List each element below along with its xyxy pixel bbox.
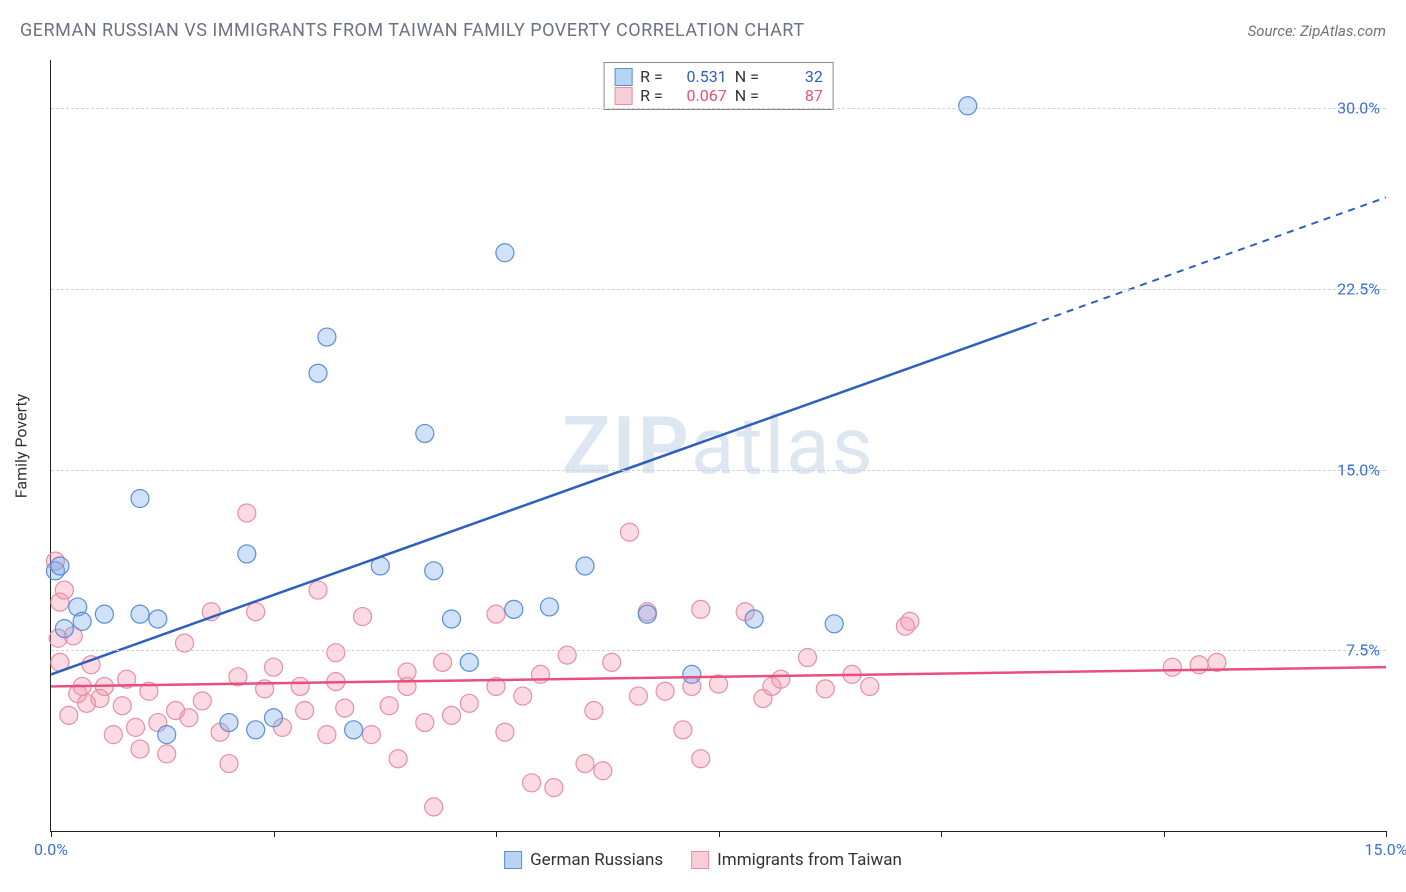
n-label: N = xyxy=(735,67,759,86)
legend-item-0: German Russians xyxy=(504,850,663,870)
legend-swatch-0 xyxy=(614,68,632,86)
x-tick-label: 0.0% xyxy=(34,840,68,859)
legend-item-swatch-1 xyxy=(691,851,709,869)
chart-title: GERMAN RUSSIAN VS IMMIGRANTS FROM TAIWAN… xyxy=(20,20,804,41)
source-attribution: Source: ZipAtlas.com xyxy=(1248,22,1386,40)
legend-swatch-1 xyxy=(614,87,632,105)
stats-row-1: R = 0.067 N = 87 xyxy=(614,86,823,105)
legend-item-label-1: Immigrants from Taiwan xyxy=(717,850,902,870)
plot-area: Family Poverty ZIPatlas R = 0.531 N = 32… xyxy=(50,60,1386,832)
plot-svg xyxy=(51,60,1386,831)
y-tick-label: 22.5% xyxy=(1337,279,1380,298)
title-row: GERMAN RUSSIAN VS IMMIGRANTS FROM TAIWAN… xyxy=(20,20,1386,41)
y-tick-label: 15.0% xyxy=(1337,460,1380,479)
y-axis-label: Family Poverty xyxy=(12,393,31,497)
chart-container: GERMAN RUSSIAN VS IMMIGRANTS FROM TAIWAN… xyxy=(0,0,1406,892)
r-label: R = xyxy=(640,86,663,105)
x-tick-label: 15.0% xyxy=(1365,840,1406,859)
r-value-1: 0.067 xyxy=(671,86,727,105)
y-tick-label: 30.0% xyxy=(1337,99,1380,118)
n-value-1: 87 xyxy=(767,86,823,105)
n-value-0: 32 xyxy=(767,67,823,86)
r-value-0: 0.531 xyxy=(671,67,727,86)
series-legend: German Russians Immigrants from Taiwan xyxy=(504,850,902,870)
y-tick-label: 7.5% xyxy=(1346,641,1380,660)
stats-legend: R = 0.531 N = 32 R = 0.067 N = 87 xyxy=(603,62,834,110)
legend-item-swatch-0 xyxy=(504,851,522,869)
legend-item-label-0: German Russians xyxy=(530,850,663,870)
stats-row-0: R = 0.531 N = 32 xyxy=(614,67,823,86)
n-label: N = xyxy=(735,86,759,105)
r-label: R = xyxy=(640,67,663,86)
legend-item-1: Immigrants from Taiwan xyxy=(691,850,902,870)
